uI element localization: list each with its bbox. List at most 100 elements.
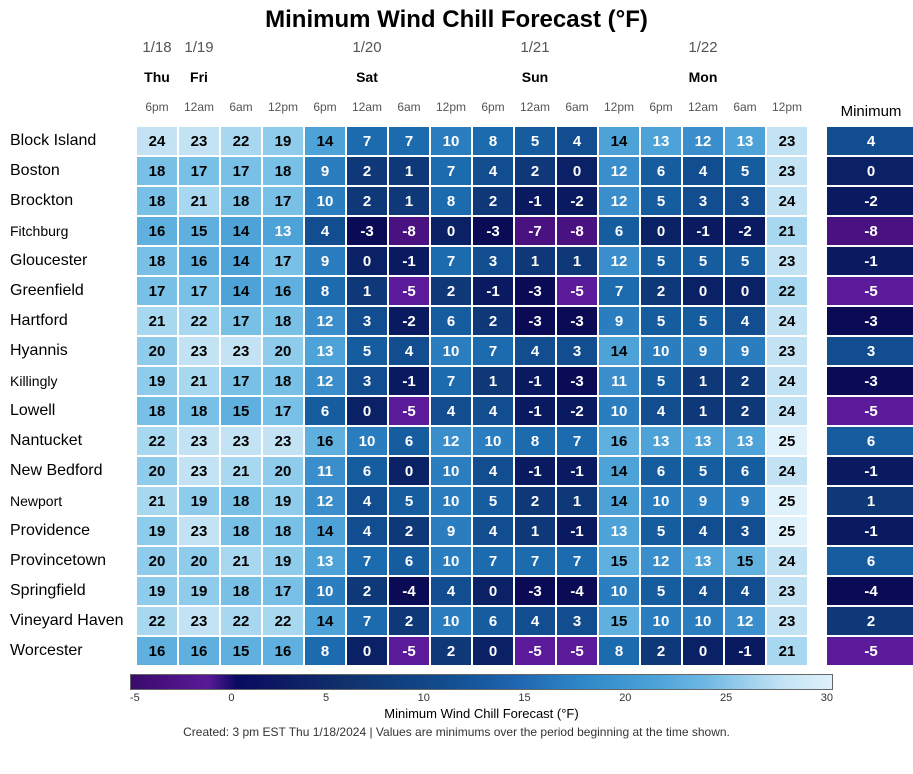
value-cell: 18 — [262, 156, 304, 186]
minimum-cell: 0 — [826, 156, 913, 186]
value-cell: 2 — [514, 486, 556, 516]
value-cell: 10 — [304, 186, 346, 216]
value-cell: 12 — [304, 486, 346, 516]
value-cell: 23 — [766, 126, 808, 156]
value-cell: 12 — [598, 186, 640, 216]
hour-1: 12am — [178, 96, 220, 118]
value-cell: -1 — [556, 516, 598, 546]
location-0: Block Island — [6, 126, 136, 156]
value-cell: 13 — [304, 546, 346, 576]
value-cell: 2 — [640, 276, 682, 306]
value-cell: 0 — [556, 156, 598, 186]
value-cell: 8 — [598, 636, 640, 666]
value-cell: 17 — [136, 276, 178, 306]
row-gap-16 — [808, 606, 826, 636]
value-cell: 18 — [220, 186, 262, 216]
row-gap-0 — [808, 126, 826, 156]
value-cell: 2 — [724, 366, 766, 396]
location-4: Gloucester — [6, 246, 136, 276]
value-cell: 22 — [220, 606, 262, 636]
minimum-cell: -1 — [826, 456, 913, 486]
value-cell: 0 — [472, 636, 514, 666]
minimum-cell: 6 — [826, 426, 913, 456]
dow-col-3 — [262, 66, 304, 88]
value-cell: -7 — [514, 216, 556, 246]
value-cell: 3 — [682, 186, 724, 216]
value-cell: 7 — [430, 246, 472, 276]
value-cell: 1 — [682, 366, 724, 396]
value-cell: 12 — [640, 546, 682, 576]
value-cell: 4 — [346, 516, 388, 546]
value-cell: 6 — [388, 426, 430, 456]
value-cell: 8 — [304, 636, 346, 666]
colorbar-gradient — [130, 674, 833, 690]
dow-col-1: Fri — [178, 66, 220, 88]
value-cell: 17 — [220, 306, 262, 336]
value-cell: 25 — [766, 426, 808, 456]
date-col-7 — [430, 36, 472, 58]
dow-blank — [6, 66, 136, 88]
colorbar-tick: 10 — [418, 692, 430, 704]
row-gap-11 — [808, 456, 826, 486]
date-col-4 — [304, 36, 346, 58]
value-cell: 13 — [724, 126, 766, 156]
dow-gap — [808, 66, 826, 96]
value-cell: 2 — [472, 306, 514, 336]
date-col-11 — [598, 36, 640, 58]
value-cell: 4 — [430, 576, 472, 606]
value-cell: 4 — [514, 606, 556, 636]
row-gap-17 — [808, 636, 826, 666]
value-cell: 23 — [766, 156, 808, 186]
value-cell: -3 — [472, 216, 514, 246]
value-cell: 7 — [388, 126, 430, 156]
value-cell: 17 — [262, 186, 304, 216]
dow-col-4 — [304, 66, 346, 88]
value-cell: 23 — [766, 246, 808, 276]
location-3: Fitchburg — [6, 216, 136, 246]
value-cell: -3 — [556, 306, 598, 336]
value-cell: 7 — [346, 606, 388, 636]
minimum-cell: -8 — [826, 216, 913, 246]
value-cell: 8 — [304, 276, 346, 306]
row-gap-8 — [808, 366, 826, 396]
value-cell: 4 — [346, 486, 388, 516]
value-cell: 1 — [346, 276, 388, 306]
value-cell: 2 — [346, 576, 388, 606]
date-col-2 — [220, 36, 262, 58]
value-cell: 2 — [346, 186, 388, 216]
value-cell: 23 — [262, 426, 304, 456]
value-cell: 13 — [640, 426, 682, 456]
value-cell: 19 — [262, 486, 304, 516]
value-cell: 20 — [136, 546, 178, 576]
value-cell: 0 — [346, 246, 388, 276]
value-cell: 23 — [178, 126, 220, 156]
hour-7: 12pm — [430, 96, 472, 118]
value-cell: 21 — [766, 636, 808, 666]
value-cell: 10 — [598, 576, 640, 606]
value-cell: 6 — [598, 216, 640, 246]
location-16: Vineyard Haven — [6, 606, 136, 636]
location-5: Greenfield — [6, 276, 136, 306]
value-cell: 20 — [262, 336, 304, 366]
date-col-14 — [724, 36, 766, 58]
date-col-1: 1/19 — [178, 36, 220, 58]
value-cell: 10 — [598, 396, 640, 426]
dow-col-9: Sun — [514, 66, 556, 88]
value-cell: 16 — [262, 276, 304, 306]
dow-col-0: Thu — [136, 66, 178, 88]
value-cell: 14 — [220, 246, 262, 276]
value-cell: 10 — [682, 606, 724, 636]
hour-blank — [6, 96, 136, 118]
dow-col-6 — [388, 66, 430, 88]
value-cell: 10 — [472, 426, 514, 456]
value-cell: 13 — [262, 216, 304, 246]
date-col-3 — [262, 36, 304, 58]
date-blank — [6, 36, 136, 58]
value-cell: 7 — [472, 336, 514, 366]
value-cell: 16 — [304, 426, 346, 456]
value-cell: 12 — [304, 366, 346, 396]
value-cell: 18 — [136, 156, 178, 186]
value-cell: 1 — [514, 246, 556, 276]
value-cell: 2 — [724, 396, 766, 426]
dow-col-10 — [556, 66, 598, 88]
